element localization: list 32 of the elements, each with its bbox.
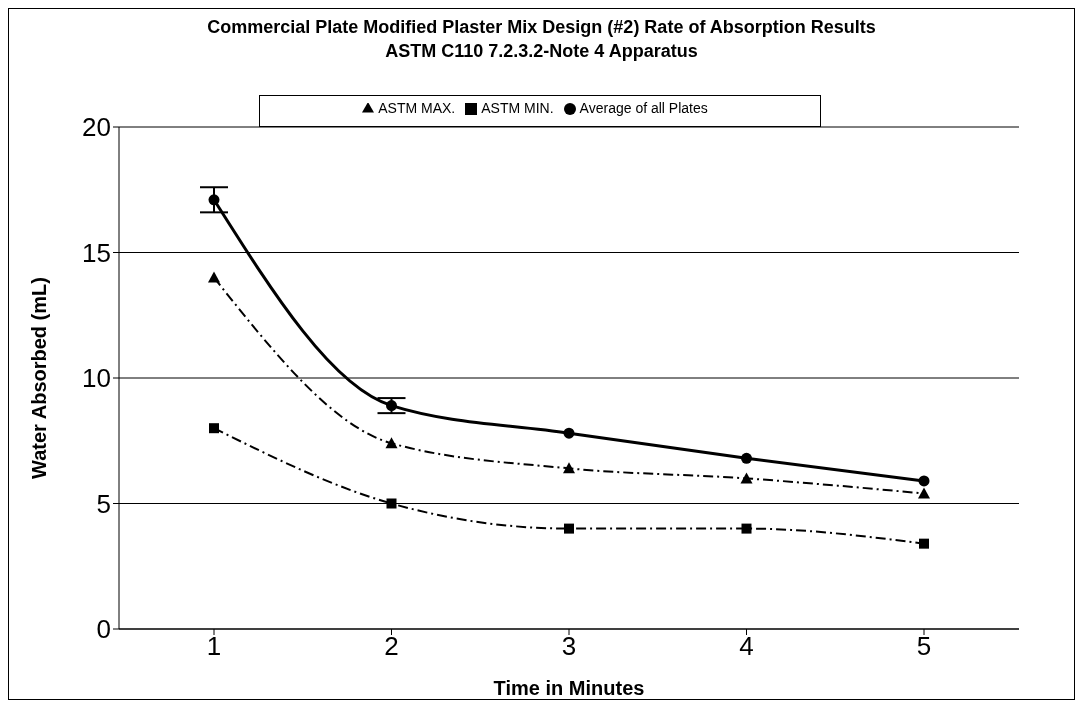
x-axis-title: Time in Minutes bbox=[493, 677, 645, 699]
y-tick-label: 0 bbox=[96, 614, 111, 645]
point bbox=[741, 523, 752, 534]
x-tick-label: 3 bbox=[561, 631, 577, 662]
legend-label: Average of all Plates bbox=[579, 100, 708, 116]
point bbox=[740, 472, 753, 484]
point bbox=[386, 400, 397, 412]
point bbox=[918, 487, 930, 499]
y-tick-label: 15 bbox=[82, 237, 111, 268]
y-tick-label: 10 bbox=[82, 363, 111, 394]
point bbox=[919, 538, 929, 549]
point bbox=[208, 271, 220, 283]
point bbox=[385, 437, 398, 449]
x-tick-label: 4 bbox=[739, 631, 754, 662]
x-tick-label: 5 bbox=[916, 631, 932, 662]
legend-label: ASTM MIN. bbox=[481, 100, 554, 116]
point bbox=[386, 498, 397, 509]
point bbox=[564, 523, 574, 534]
point bbox=[563, 462, 575, 474]
y-tick-label: 20 bbox=[82, 112, 111, 143]
point bbox=[741, 452, 752, 464]
y-tick-label: 5 bbox=[96, 488, 111, 519]
chart-subtitle: ASTM C110 7.2.3.2-Note 4 Apparatus bbox=[384, 40, 699, 63]
point bbox=[209, 423, 219, 434]
chart-title: Commercial Plate Modified Plaster Mix Design (#2) Rate of Absorption Results bbox=[206, 16, 877, 39]
x-tick-label: 1 bbox=[206, 631, 222, 662]
y-axis-title: Water Absorbed (mL) bbox=[28, 277, 51, 479]
point bbox=[918, 475, 930, 487]
point bbox=[563, 427, 575, 439]
point bbox=[208, 194, 220, 206]
x-tick-label: 2 bbox=[384, 631, 399, 662]
legend-label: ASTM MAX. bbox=[378, 100, 456, 116]
